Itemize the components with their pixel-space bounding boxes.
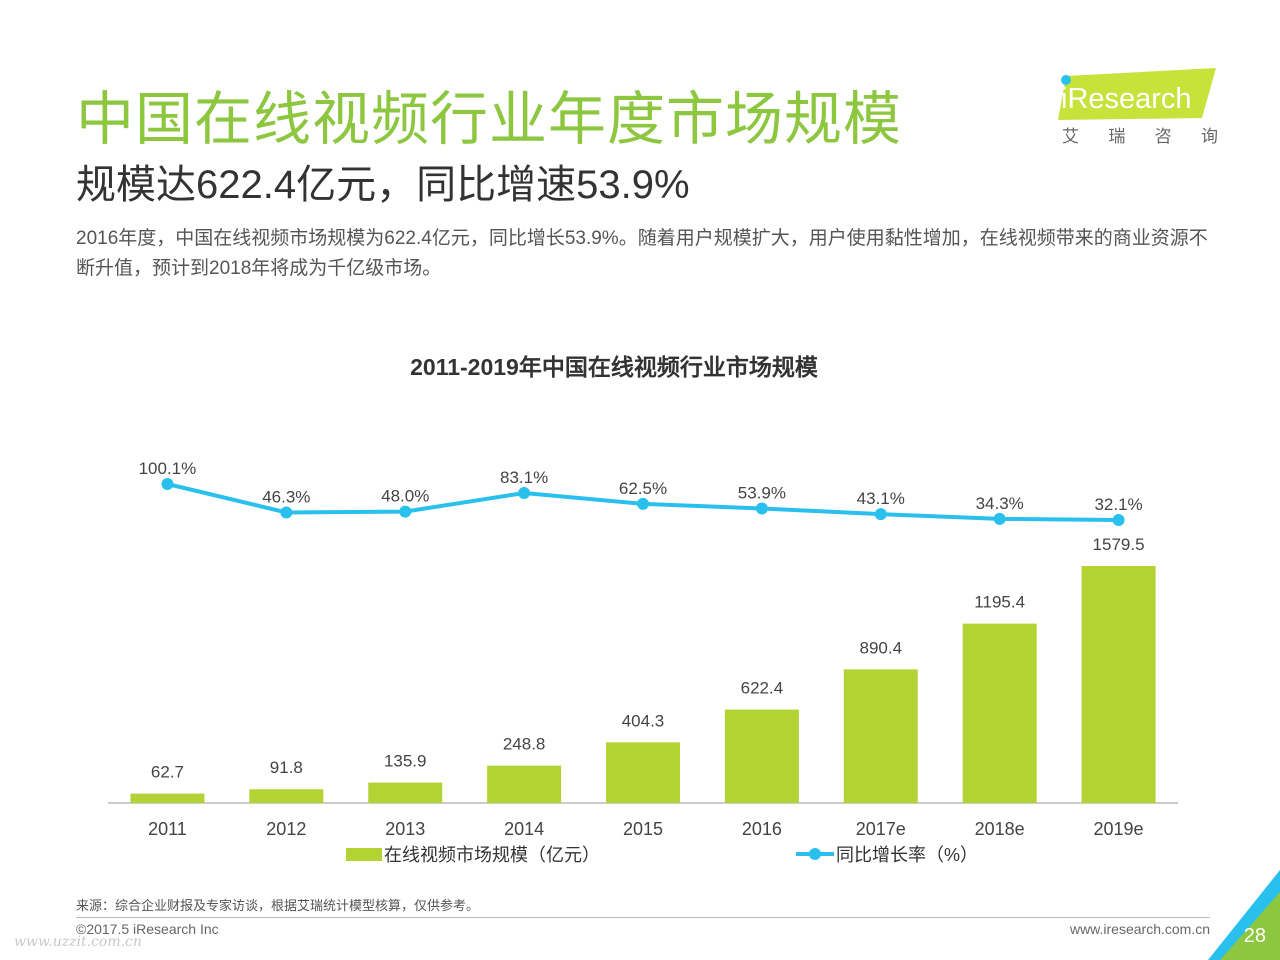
logo-cn-text: 艾 瑞 咨 询 xyxy=(1062,127,1218,147)
growth-point-2013 xyxy=(399,505,412,518)
source-note: 来源：综合企业财报及专家访谈，根据艾瑞统计模型核算，仅供参考。 xyxy=(76,898,480,913)
bar-label-2013: 135.9 xyxy=(384,752,427,771)
website-link[interactable]: www.iresearch.com.cn xyxy=(1069,921,1210,937)
bar-label-2015: 404.3 xyxy=(622,711,665,730)
bar-2017e xyxy=(843,669,918,803)
bar-2012 xyxy=(249,789,324,803)
x-tick-2012: 2012 xyxy=(266,819,306,839)
x-tick-2013: 2013 xyxy=(385,819,425,839)
growth-point-2011 xyxy=(161,478,174,490)
bar-2019e xyxy=(1081,566,1156,803)
chart-title: 2011-2019年中国在线视频行业市场规模 xyxy=(410,354,819,380)
x-tick-2019e: 2019e xyxy=(1094,819,1144,839)
bar-label-2014: 248.8 xyxy=(503,735,546,754)
legend-bar-label: 在线视频市场规模（亿元） xyxy=(384,845,600,865)
x-tick-2018e: 2018e xyxy=(975,819,1025,839)
growth-label-2015: 62.5% xyxy=(619,479,667,498)
bar-label-2011: 62.7 xyxy=(151,763,184,782)
bar-2013 xyxy=(368,782,443,803)
growth-label-2019e: 32.1% xyxy=(1094,495,1142,514)
corner-green-shape xyxy=(1220,892,1280,960)
page-subtitle: 规模达622.4亿元，同比增速53.9% xyxy=(76,163,690,207)
growth-label-2012: 46.3% xyxy=(262,487,310,506)
corner-decoration xyxy=(1208,870,1280,960)
x-tick-2014: 2014 xyxy=(504,819,544,839)
x-tick-2016: 2016 xyxy=(742,819,782,839)
chart-legend: 在线视频市场规模（亿元） 同比增长率（%） xyxy=(346,845,978,865)
copyright-text: ©2017.5 iResearch Inc xyxy=(76,921,219,937)
growth-point-2014 xyxy=(518,487,531,499)
logo-background-shape xyxy=(1058,68,1216,120)
bar-2011 xyxy=(130,793,205,803)
bar-label-2018e: 1195.4 xyxy=(974,593,1025,612)
bar-label-2019e: 1579.5 xyxy=(1093,535,1145,554)
bar-label-2017e: 890.4 xyxy=(860,638,903,657)
x-tick-2015: 2015 xyxy=(623,819,663,839)
x-tick-2017e: 2017e xyxy=(856,819,906,839)
bar-2015 xyxy=(606,742,680,803)
legend-bar-swatch xyxy=(346,848,382,861)
bar-label-2012: 91.8 xyxy=(270,758,303,777)
bar-2016 xyxy=(724,709,799,803)
page-title: 中国在线视频行业年度市场规模 xyxy=(76,87,903,152)
growth-label-2011: 100.1% xyxy=(139,459,197,478)
logo-i-dot xyxy=(1061,75,1071,85)
bar-label-2016: 622.4 xyxy=(741,679,784,698)
market-size-chart: 2011-2019年中国在线视频行业市场规模 62.7 91.8 135.9 248.… xyxy=(108,354,1178,865)
growth-point-2017e xyxy=(874,508,887,521)
growth-point-2016 xyxy=(755,502,768,515)
growth-label-2017e: 43.1% xyxy=(857,489,905,508)
legend-line-label: 同比增长率（%） xyxy=(836,845,978,865)
iresearch-logo: iResearch 艾 瑞 咨 询 xyxy=(1058,68,1218,147)
bar-2018e xyxy=(962,623,1037,803)
page-number: 28 xyxy=(1243,925,1266,947)
growth-point-2015 xyxy=(637,497,649,510)
growth-label-2016: 53.9% xyxy=(738,483,786,502)
growth-label-2014: 83.1% xyxy=(500,468,548,487)
x-tick-2011: 2011 xyxy=(148,819,187,839)
growth-point-2012 xyxy=(280,506,293,519)
logo-brand-text: iResearch xyxy=(1061,83,1192,115)
growth-point-2018e xyxy=(993,512,1006,525)
legend-line-marker xyxy=(809,848,821,860)
bar-2014 xyxy=(487,765,562,803)
description-text: 2016年度，中国在线视频市场规模为622.4亿元，同比增长53.9%。随着用户… xyxy=(76,228,1208,279)
growth-point-2019e xyxy=(1112,514,1125,526)
footer-divider xyxy=(76,917,1210,918)
watermark-text: www.uzzit.com.cn xyxy=(14,934,142,950)
growth-label-2013: 48.0% xyxy=(381,487,429,506)
growth-label-2018e: 34.3% xyxy=(976,494,1024,513)
